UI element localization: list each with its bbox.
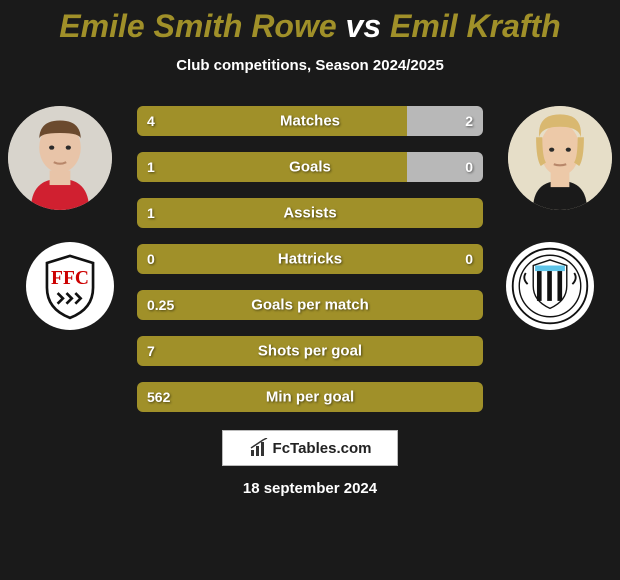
source-name: FcTables.com xyxy=(273,440,372,457)
stat-label: Goals xyxy=(289,159,331,176)
stat-label: Min per goal xyxy=(266,389,354,406)
bar-left-fill xyxy=(137,152,407,182)
stat-value-left: 4 xyxy=(147,113,155,129)
player2-name: Emil Krafth xyxy=(390,8,561,44)
comparison-chart: FFC 42Matches10Goals1Assists00Hattricks0… xyxy=(0,106,620,412)
vs-label: vs xyxy=(346,8,382,44)
stat-value-left: 0.25 xyxy=(147,297,174,313)
stat-label: Assists xyxy=(283,205,336,222)
stat-value-left: 1 xyxy=(147,205,155,221)
stat-label: Matches xyxy=(280,113,340,130)
comparison-title: Emile Smith Rowe vs Emil Krafth xyxy=(0,0,620,45)
stat-value-left: 7 xyxy=(147,343,155,359)
stat-value-left: 562 xyxy=(147,389,170,405)
source-logo: FcTables.com xyxy=(222,430,398,466)
stat-row: 4 2 Matches xyxy=(137,106,483,136)
stat-value-right: 0 xyxy=(465,251,473,267)
stat-row: 1 Assists xyxy=(137,198,483,228)
stat-label: Goals per match xyxy=(251,297,369,314)
season-subtitle: Club competitions, Season 2024/2025 xyxy=(0,57,620,74)
stat-label: Shots per goal xyxy=(258,343,362,360)
player1-name: Emile Smith Rowe xyxy=(59,8,336,44)
chart-icon xyxy=(249,438,269,458)
player2-avatar xyxy=(508,106,612,210)
stat-bars: 4 2 Matches 1 0 Goals 1 Assists 0 0 Hattricks 0.25 G… xyxy=(137,106,483,412)
stat-value-left: 0 xyxy=(147,251,155,267)
stat-label: Hattricks xyxy=(278,251,342,268)
stat-row: 0 0 Hattricks xyxy=(137,244,483,274)
stat-row: 562 Min per goal xyxy=(137,382,483,412)
stat-value-right: 0 xyxy=(465,159,473,175)
stat-row: 1 0 Goals xyxy=(137,152,483,182)
footer-date: 18 september 2024 xyxy=(0,480,620,497)
svg-text:FFC: FFC xyxy=(51,268,89,289)
player1-avatar xyxy=(8,106,112,210)
stat-value-right: 2 xyxy=(465,113,473,129)
stat-value-left: 1 xyxy=(147,159,155,175)
stat-row: 7 Shots per goal xyxy=(137,336,483,366)
stat-row: 0.25 Goals per match xyxy=(137,290,483,320)
player2-club-logo xyxy=(506,242,594,330)
player1-club-logo: FFC xyxy=(26,242,114,330)
bar-left-fill xyxy=(137,106,407,136)
